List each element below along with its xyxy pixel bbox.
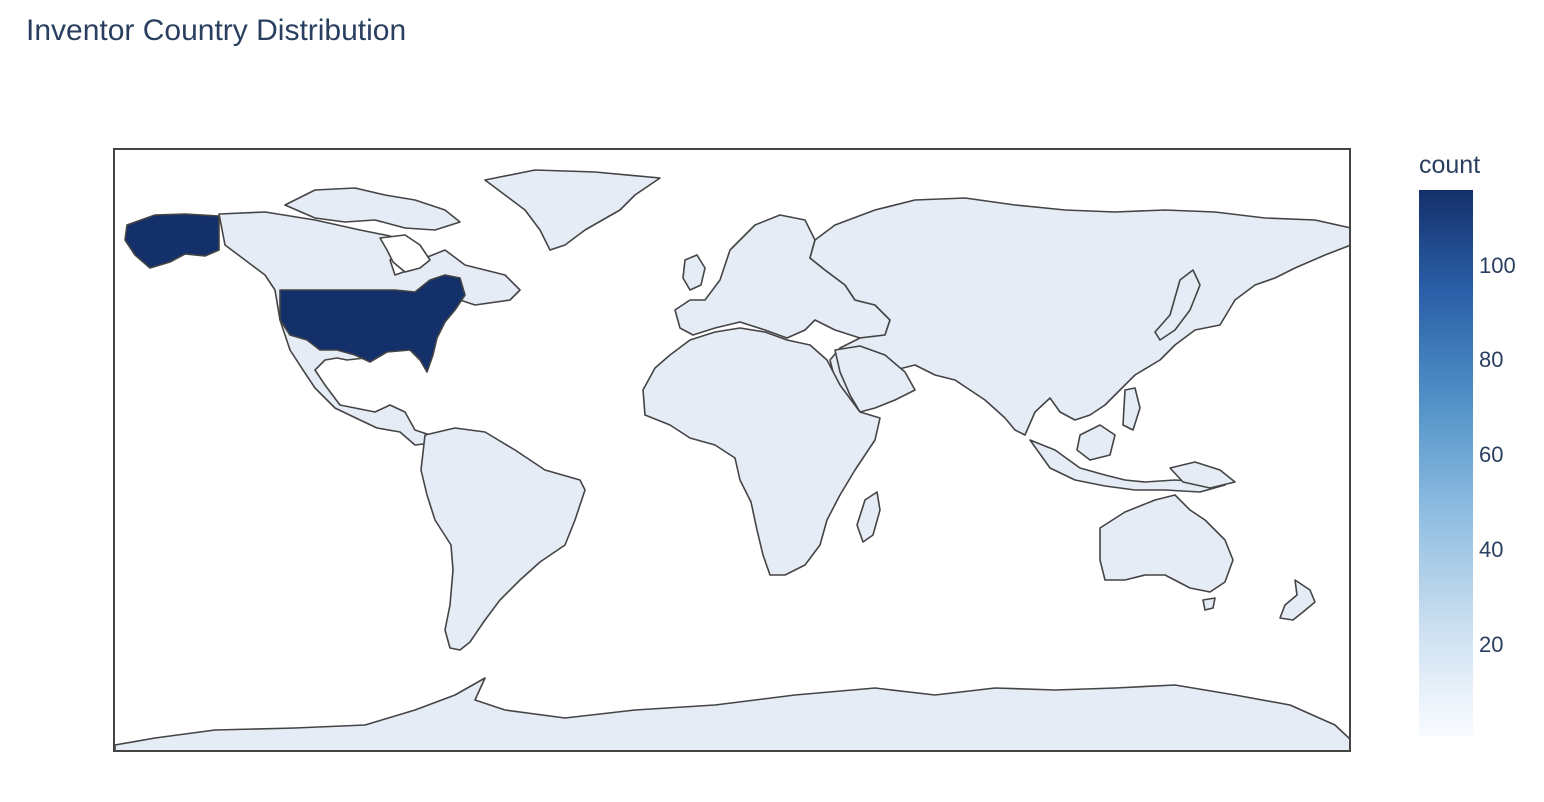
land-arctic-islands — [284, 187, 461, 231]
land-south-america — [420, 427, 586, 651]
land-borneo — [1076, 424, 1116, 461]
land-philippines — [1122, 387, 1141, 431]
land-new-zealand — [1279, 579, 1316, 621]
land-africa — [642, 327, 881, 576]
land-british-isles — [682, 254, 706, 291]
colorbar-tick-100: 100 — [1479, 253, 1516, 278]
colorbar-title: count — [1419, 151, 1481, 179]
land-japan — [1154, 269, 1201, 341]
colorbar — [1419, 190, 1473, 736]
country-united-states — [124, 213, 466, 373]
world-map[interactable] — [113, 148, 1351, 752]
map-svg — [115, 169, 1349, 750]
land-australia — [1099, 494, 1234, 593]
colorbar-tick-40: 40 — [1479, 537, 1504, 562]
chart-title: Inventor Country Distribution — [26, 14, 407, 47]
land-contiguous-us — [279, 274, 466, 373]
hudson-bay — [379, 234, 431, 273]
land-layer — [115, 169, 1349, 750]
land-tasmania — [1202, 597, 1216, 611]
land-greenland — [484, 169, 661, 251]
colorbar-tick-60: 60 — [1479, 442, 1504, 467]
land-antarctica — [115, 677, 1349, 750]
land-arabia — [834, 345, 916, 413]
land-alaska — [124, 213, 220, 269]
land-new-guinea — [1169, 461, 1236, 489]
land-madagascar — [856, 491, 881, 543]
colorbar-tick-80: 80 — [1479, 347, 1504, 372]
colorbar-tick-20: 20 — [1479, 632, 1504, 657]
